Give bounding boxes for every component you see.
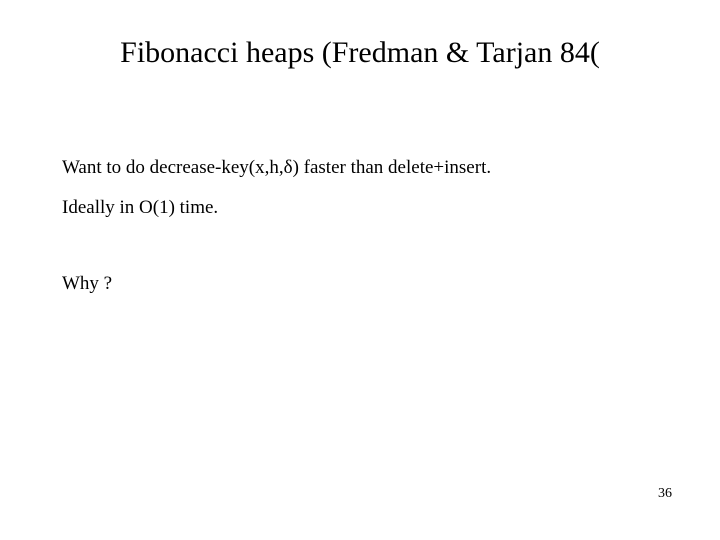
slide: Fibonacci heaps (Fredman & Tarjan 84( Wa… bbox=[0, 0, 720, 540]
slide-title: Fibonacci heaps (Fredman & Tarjan 84( bbox=[0, 36, 720, 70]
page-number: 36 bbox=[658, 486, 672, 502]
body-line-2: Ideally in O(1) time. bbox=[62, 196, 658, 220]
body-line-1: Want to do decrease-key(x,h,δ) faster th… bbox=[62, 156, 658, 180]
body-line-3: Why ? bbox=[62, 272, 658, 296]
slide-body: Want to do decrease-key(x,h,δ) faster th… bbox=[62, 156, 658, 311]
